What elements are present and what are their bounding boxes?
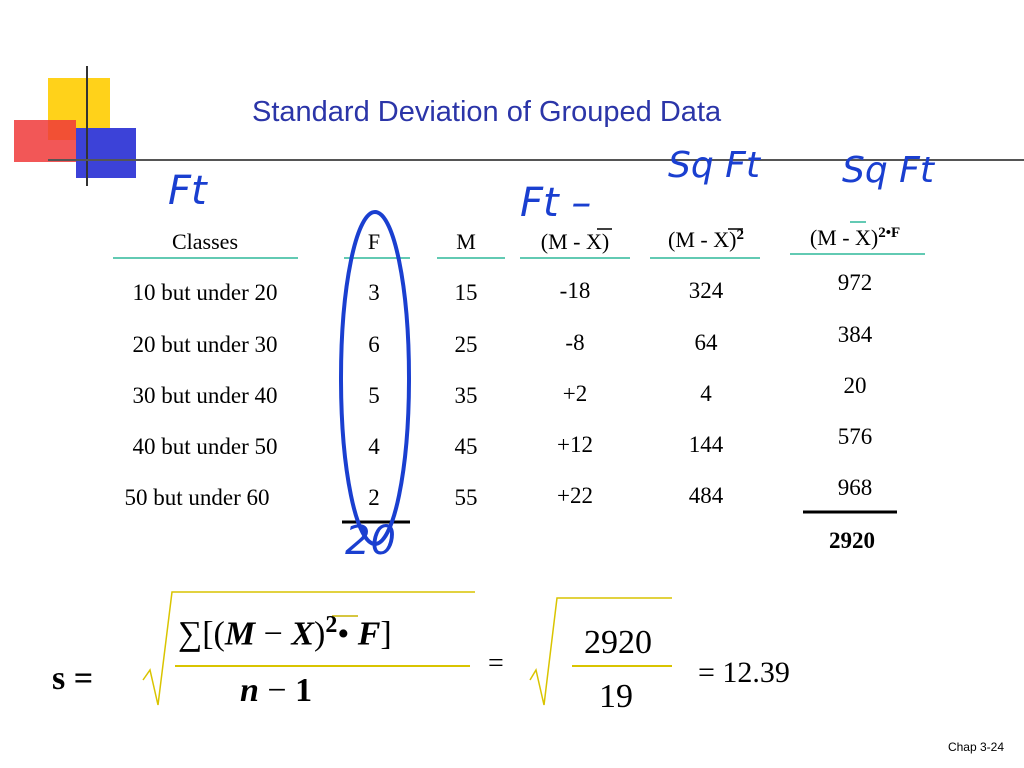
formula-part: 2 bbox=[325, 612, 338, 638]
formula-part: ∑[( bbox=[178, 615, 225, 653]
table-cell: 384 bbox=[837, 322, 873, 347]
column-header: M bbox=[456, 229, 476, 255]
formula-numerator: ∑[(M − X)2• F] bbox=[178, 612, 392, 653]
table-cell: 25 bbox=[454, 332, 478, 357]
column-header: (M - X)2 bbox=[668, 227, 744, 253]
header-text: Classes bbox=[172, 229, 238, 254]
deco-square bbox=[76, 128, 136, 178]
formula-numerator-value: 2920 bbox=[584, 624, 652, 661]
header-text: (M - X) bbox=[668, 227, 737, 253]
table-cell: 324 bbox=[688, 278, 724, 303]
table-cell: 968 bbox=[837, 475, 873, 500]
table-cell: 55 bbox=[454, 485, 478, 510]
table-cell: 4 bbox=[368, 434, 380, 459]
table-cell: 6 bbox=[368, 332, 380, 357]
overbars bbox=[332, 221, 866, 617]
table-cell: 45 bbox=[454, 434, 478, 459]
header-superscript: 2 bbox=[736, 226, 744, 243]
column-header: (M - X)2•F bbox=[810, 225, 900, 251]
table-cell: 5 bbox=[368, 383, 380, 408]
title: Standard Deviation of Grouped Data bbox=[252, 96, 722, 128]
radical bbox=[142, 591, 672, 706]
table-cell: 35 bbox=[454, 383, 478, 408]
column-header: (M - X) bbox=[541, 229, 609, 255]
formula-part: − bbox=[267, 672, 287, 709]
table-cell: 20 bbox=[843, 373, 867, 398]
footer: Chap 3-24 bbox=[947, 740, 1004, 754]
table-cell: 40 but under 50 bbox=[132, 434, 278, 459]
table-cell: 15 bbox=[454, 280, 478, 305]
circle-annotation bbox=[339, 210, 411, 546]
table-cell: 10 but under 20 bbox=[132, 280, 278, 305]
table-cell: +12 bbox=[557, 432, 593, 457]
formula-part: • bbox=[337, 615, 350, 653]
table-cell: 4 bbox=[700, 381, 712, 406]
handwriting: Ft – bbox=[520, 180, 592, 226]
formula-result-value: 12.39 bbox=[722, 656, 790, 689]
formula-equals: = bbox=[698, 656, 715, 689]
header-superscript: 2•F bbox=[878, 224, 901, 241]
formula-part: M bbox=[224, 615, 256, 653]
handwriting: Sq Ft bbox=[842, 150, 934, 191]
table-cell: 972 bbox=[837, 270, 873, 295]
table-cell: +22 bbox=[557, 483, 593, 508]
formula-lhs: s = bbox=[52, 660, 94, 697]
deco-square bbox=[14, 120, 76, 162]
header-text: (M - X) bbox=[540, 229, 610, 254]
table-cell: +2 bbox=[562, 381, 588, 406]
header-text: M bbox=[456, 229, 476, 254]
table-cell: 144 bbox=[688, 432, 724, 457]
table-cell: 20 but under 30 bbox=[132, 332, 278, 357]
formula-equals: = bbox=[488, 648, 504, 679]
formula-part: n bbox=[240, 672, 259, 709]
formula-denominator: n − 1 bbox=[240, 672, 312, 710]
formula-part: 1 bbox=[295, 672, 313, 709]
total: 2920 bbox=[829, 528, 875, 553]
formula-part: ] bbox=[380, 615, 392, 653]
column-header: Classes bbox=[172, 229, 238, 255]
table-cell: 50 but under 60 bbox=[124, 485, 270, 510]
column-header: F bbox=[368, 229, 380, 255]
table-cell: -8 bbox=[565, 330, 585, 355]
header-text: F bbox=[367, 229, 381, 254]
handwriting: Sq Ft bbox=[668, 145, 760, 186]
table-cell: 64 bbox=[694, 330, 718, 355]
formula-part: − bbox=[263, 615, 283, 653]
table-cell: 576 bbox=[837, 424, 873, 449]
table-cell: 3 bbox=[368, 280, 380, 305]
table-cell: -18 bbox=[559, 278, 591, 303]
table-cell: 2 bbox=[368, 485, 380, 510]
handwriting: Ft bbox=[168, 168, 207, 214]
table-cell: 30 but under 40 bbox=[132, 383, 278, 408]
table-cell: 484 bbox=[688, 483, 724, 508]
formula-part: X bbox=[291, 615, 314, 653]
formula-part: ) bbox=[314, 615, 326, 653]
handwriting: 20 bbox=[345, 518, 396, 564]
formula-result: = 12.39 bbox=[698, 656, 790, 690]
header-text: (M - X) bbox=[809, 225, 879, 251]
formula-denominator-value: 19 bbox=[599, 678, 633, 715]
formula-part: F bbox=[357, 615, 381, 653]
